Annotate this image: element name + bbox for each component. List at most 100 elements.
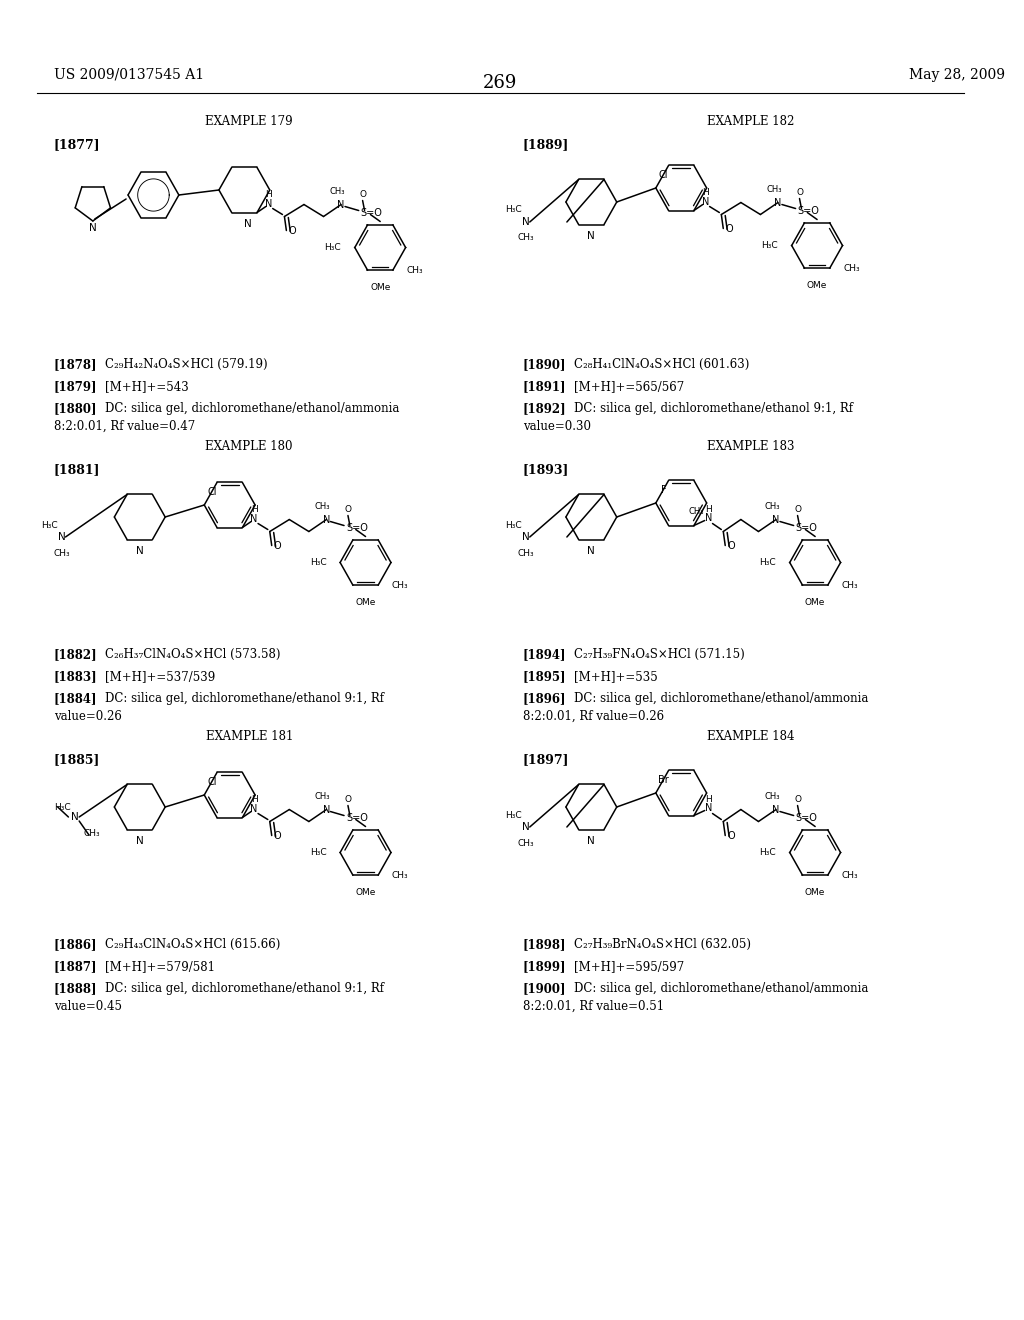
- Text: [1891]: [1891]: [523, 380, 566, 393]
- Text: 8:2:0.01, Rf value=0.51: 8:2:0.01, Rf value=0.51: [523, 1001, 664, 1012]
- Text: S=O: S=O: [798, 206, 819, 215]
- Text: EXAMPLE 180: EXAMPLE 180: [206, 440, 293, 453]
- Text: O: O: [359, 190, 367, 199]
- Text: EXAMPLE 179: EXAMPLE 179: [206, 115, 293, 128]
- Text: [M+H]+=595/597: [M+H]+=595/597: [573, 960, 684, 973]
- Text: [1897]: [1897]: [523, 752, 569, 766]
- Text: DC: silica gel, dichloromethane/ethanol 9:1, Rf: DC: silica gel, dichloromethane/ethanol …: [104, 692, 384, 705]
- Text: H₃C: H₃C: [762, 242, 778, 249]
- Text: CH₃: CH₃: [766, 185, 782, 194]
- Text: N: N: [57, 532, 66, 543]
- Text: N: N: [136, 546, 143, 556]
- Text: Cl: Cl: [207, 487, 217, 498]
- Text: O: O: [344, 795, 351, 804]
- Text: N: N: [705, 803, 713, 813]
- Text: CH₃: CH₃: [83, 829, 99, 837]
- Text: N: N: [265, 198, 272, 209]
- Text: EXAMPLE 181: EXAMPLE 181: [206, 730, 293, 743]
- Text: [1893]: [1893]: [523, 463, 569, 477]
- Text: H₃C: H₃C: [505, 810, 522, 820]
- Text: [1900]: [1900]: [523, 982, 566, 995]
- Text: N: N: [772, 515, 779, 524]
- Text: Cl: Cl: [658, 170, 669, 181]
- Text: H: H: [265, 190, 272, 199]
- Text: [1879]: [1879]: [53, 380, 97, 393]
- Text: N: N: [72, 812, 79, 822]
- Text: H₃C: H₃C: [325, 243, 341, 252]
- Text: O: O: [727, 540, 735, 550]
- Text: [1888]: [1888]: [53, 982, 97, 995]
- Text: May 28, 2009: May 28, 2009: [909, 69, 1005, 82]
- Text: Cl: Cl: [207, 777, 217, 788]
- Text: N: N: [588, 231, 595, 242]
- Text: CH₃: CH₃: [764, 502, 780, 511]
- Text: H₃C: H₃C: [505, 206, 522, 214]
- Text: N: N: [705, 512, 713, 523]
- Text: S=O: S=O: [796, 813, 817, 822]
- Text: [M+H]+=537/539: [M+H]+=537/539: [104, 671, 215, 682]
- Text: N: N: [323, 804, 330, 814]
- Text: [1884]: [1884]: [53, 692, 97, 705]
- Text: H: H: [251, 506, 257, 513]
- Text: O: O: [344, 506, 351, 513]
- Text: CH₃: CH₃: [842, 581, 858, 590]
- Text: CH₃: CH₃: [392, 870, 409, 879]
- Text: N: N: [136, 836, 143, 846]
- Text: N: N: [522, 532, 529, 543]
- Text: C₂₇H₃₉BrN₄O₄S×HCl (632.05): C₂₇H₃₉BrN₄O₄S×HCl (632.05): [573, 939, 751, 950]
- Text: N: N: [772, 804, 779, 814]
- Text: [1887]: [1887]: [53, 960, 97, 973]
- Text: [1898]: [1898]: [523, 939, 566, 950]
- Text: N: N: [588, 836, 595, 846]
- Text: value=0.26: value=0.26: [53, 710, 122, 723]
- Text: CH₃: CH₃: [517, 234, 535, 243]
- Text: OMe: OMe: [807, 281, 827, 290]
- Text: C₂₇H₃₉FN₄O₄S×HCl (571.15): C₂₇H₃₉FN₄O₄S×HCl (571.15): [573, 648, 744, 661]
- Text: N: N: [774, 198, 781, 207]
- Text: H₃C: H₃C: [760, 847, 776, 857]
- Text: EXAMPLE 183: EXAMPLE 183: [707, 440, 795, 453]
- Text: [1899]: [1899]: [523, 960, 566, 973]
- Text: CH₃: CH₃: [764, 792, 780, 801]
- Text: EXAMPLE 182: EXAMPLE 182: [707, 115, 795, 128]
- Text: O: O: [273, 540, 282, 550]
- Text: [M+H]+=543: [M+H]+=543: [104, 380, 188, 393]
- Text: DC: silica gel, dichloromethane/ethanol/ammonia: DC: silica gel, dichloromethane/ethanol/…: [104, 403, 399, 414]
- Text: DC: silica gel, dichloromethane/ethanol 9:1, Rf: DC: silica gel, dichloromethane/ethanol …: [573, 403, 853, 414]
- Text: N: N: [702, 197, 710, 206]
- Text: C₂₉H₄₃ClN₄O₄S×HCl (615.66): C₂₉H₄₃ClN₄O₄S×HCl (615.66): [104, 939, 280, 950]
- Text: CH₃: CH₃: [53, 549, 70, 557]
- Text: CH₃: CH₃: [314, 792, 331, 801]
- Text: CH₃: CH₃: [407, 265, 423, 275]
- Text: H: H: [706, 795, 712, 804]
- Text: [1877]: [1877]: [53, 139, 100, 150]
- Text: N: N: [89, 223, 96, 234]
- Text: N: N: [245, 219, 252, 228]
- Text: OMe: OMe: [355, 888, 376, 898]
- Text: [1892]: [1892]: [523, 403, 566, 414]
- Text: EXAMPLE 184: EXAMPLE 184: [707, 730, 795, 743]
- Text: value=0.30: value=0.30: [523, 420, 591, 433]
- Text: [M+H]+=535: [M+H]+=535: [573, 671, 657, 682]
- Text: value=0.45: value=0.45: [53, 1001, 122, 1012]
- Text: [M+H]+=579/581: [M+H]+=579/581: [104, 960, 215, 973]
- Text: O: O: [727, 830, 735, 841]
- Text: O: O: [794, 506, 801, 513]
- Text: [1886]: [1886]: [53, 939, 97, 950]
- Text: H: H: [251, 795, 257, 804]
- Text: [1895]: [1895]: [523, 671, 566, 682]
- Text: [1885]: [1885]: [53, 752, 100, 766]
- Text: H: H: [706, 506, 712, 513]
- Text: S=O: S=O: [796, 523, 817, 532]
- Text: S=O: S=O: [346, 523, 368, 532]
- Text: CH₃: CH₃: [392, 581, 409, 590]
- Text: H₃C: H₃C: [41, 520, 57, 529]
- Text: CH₃: CH₃: [844, 264, 860, 272]
- Text: [1878]: [1878]: [53, 358, 97, 371]
- Text: N: N: [251, 513, 258, 524]
- Text: N: N: [522, 822, 529, 832]
- Text: H: H: [702, 187, 709, 197]
- Text: [1882]: [1882]: [53, 648, 97, 661]
- Text: CH₃: CH₃: [517, 838, 535, 847]
- Text: O: O: [273, 830, 282, 841]
